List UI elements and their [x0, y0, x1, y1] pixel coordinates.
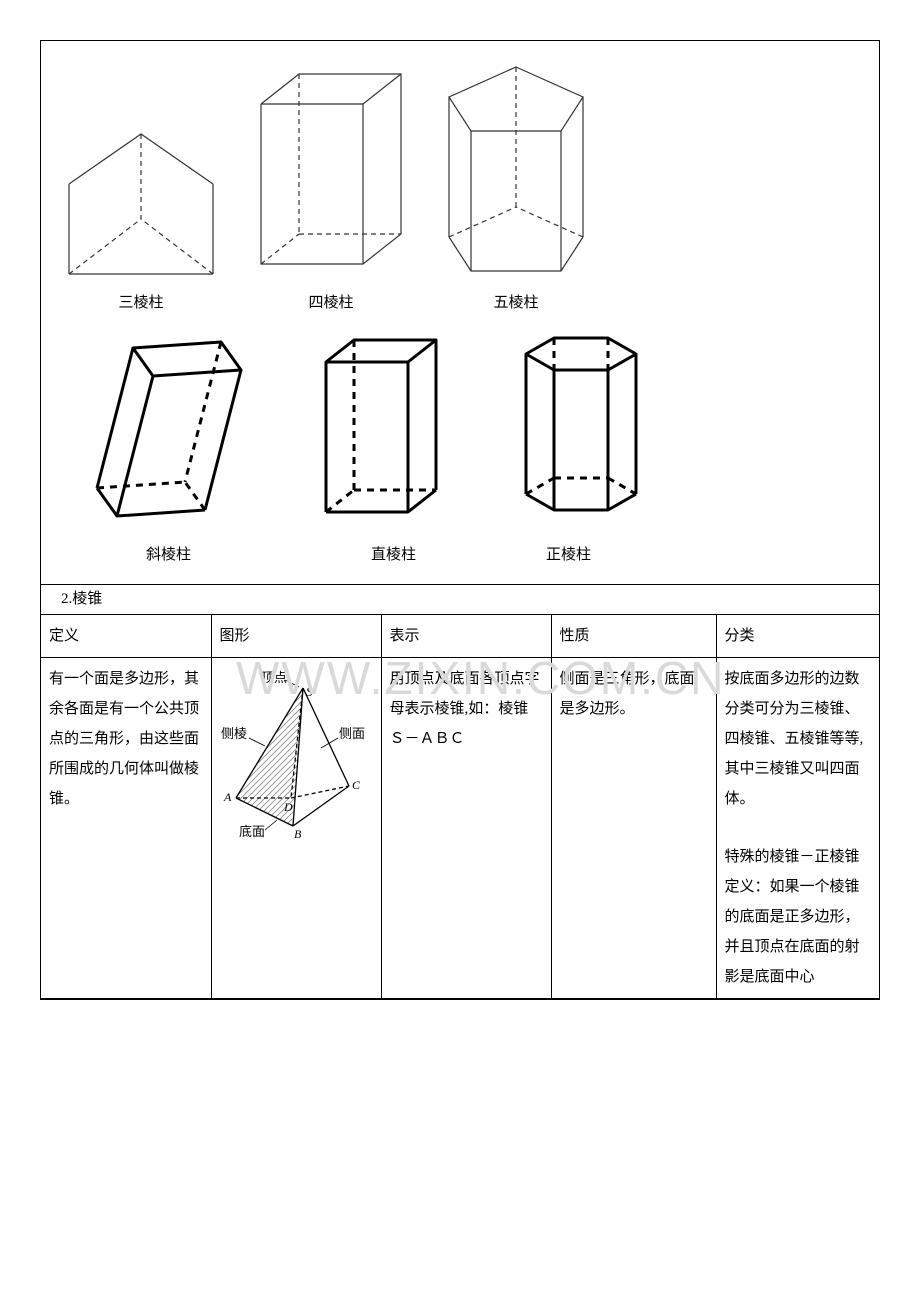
- pentagonal-prism-figure: [441, 59, 591, 279]
- label-right-prism: 直棱柱: [316, 543, 516, 564]
- figure-label-lateral-face: 侧面: [339, 726, 365, 741]
- figure-label-apex: 顶点: [261, 670, 287, 685]
- label-tri-prism: 三棱柱: [61, 291, 221, 312]
- classification-para-1: 按底面多边形的边数分类可分为三棱锥、四棱锥、五棱锥等等,其中三棱锥又叫四面体。: [725, 664, 872, 814]
- table-header-row: 定义 图形 表示 性质 分类: [41, 615, 879, 658]
- oblique-prism-figure: [91, 330, 246, 525]
- cell-definition: 有一个面是多边形，其余各面是有一个公共顶点的三角形，由这些面所围成的几何体叫做棱…: [41, 658, 211, 999]
- regular-prism-figure: [516, 330, 646, 525]
- pyramid-section-title: 2.棱锥: [41, 584, 879, 614]
- table-content-row: 有一个面是多边形，其余各面是有一个公共顶点的三角形，由这些面所围成的几何体叫做棱…: [41, 658, 879, 999]
- figure-label-D: D: [283, 800, 293, 814]
- cell-classification: 按底面多边形的边数分类可分为三棱锥、四棱锥、五棱锥等等,其中三棱锥又叫四面体。 …: [716, 658, 879, 999]
- figure-label-lateral-edge: 侧棱: [221, 726, 247, 741]
- cell-representation: 用顶点及底面各顶点字母表示棱锥,如：棱锥Ｓ－ＡＢＣ: [381, 658, 551, 999]
- cell-figure: 顶点 S 侧棱 侧面 A D B C 底面: [211, 658, 381, 999]
- prism-row-2: [91, 330, 859, 525]
- quadrangular-prism-figure: [251, 59, 411, 279]
- pyramid-figure: 顶点 S 侧棱 侧面 A D B C 底面: [221, 668, 371, 843]
- pyramid-table: 定义 图形 表示 性质 分类 有一个面是多边形，其余各面是有一个公共顶点的三角形…: [41, 614, 879, 999]
- triangular-prism-figure: [61, 59, 221, 279]
- figure-label-S: S: [306, 684, 313, 699]
- prism-row-2-labels: 斜棱柱 直棱柱 正棱柱: [91, 543, 859, 564]
- label-regular-prism: 正棱柱: [516, 543, 676, 564]
- figure-label-C: C: [352, 778, 361, 792]
- header-definition: 定义: [41, 615, 211, 658]
- prism-row-1: [61, 59, 859, 279]
- classification-para-2: 特殊的棱锥－正棱锥定义：如果一个棱锥的底面是正多边形，并且顶点在底面的射影是底面…: [725, 842, 872, 992]
- prism-figures-section: 三棱柱 四棱柱 五棱柱: [41, 41, 879, 584]
- header-representation: 表示: [381, 615, 551, 658]
- header-classification: 分类: [716, 615, 879, 658]
- label-oblique-prism: 斜棱柱: [91, 543, 316, 564]
- page-frame: 三棱柱 四棱柱 五棱柱: [40, 40, 880, 1000]
- prism-row-1-labels: 三棱柱 四棱柱 五棱柱: [61, 291, 859, 312]
- label-quad-prism: 四棱柱: [251, 291, 411, 312]
- header-figure: 图形: [211, 615, 381, 658]
- figure-label-A: A: [223, 790, 232, 804]
- right-prism-figure: [316, 330, 446, 525]
- figure-label-B: B: [294, 827, 302, 841]
- label-penta-prism: 五棱柱: [441, 291, 591, 312]
- cell-property: 侧面是三角形，底面是多边形。: [551, 658, 716, 999]
- header-property: 性质: [551, 615, 716, 658]
- figure-label-base: 底面: [239, 824, 265, 839]
